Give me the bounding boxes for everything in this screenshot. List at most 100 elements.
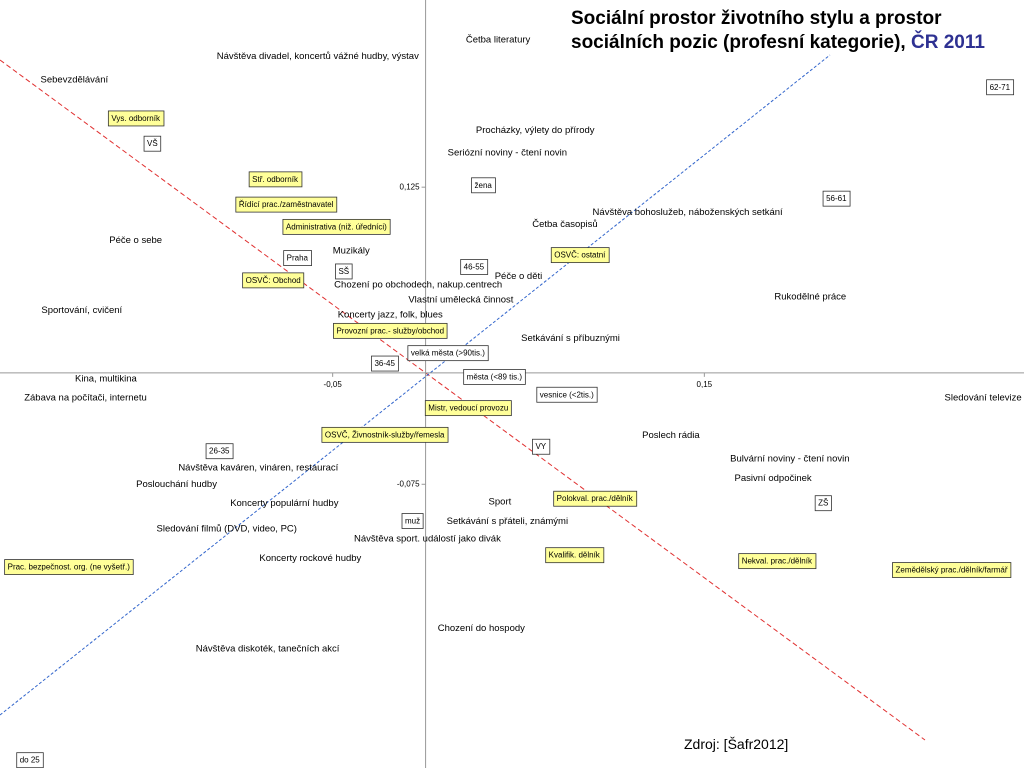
point-label: Koncerty populární hudby <box>230 498 339 509</box>
source: Zdroj: [Šafr2012] <box>684 736 789 752</box>
x-tick-label: -0,05 <box>324 380 343 389</box>
point-label: Poslouchání hudby <box>136 479 217 490</box>
point-box <box>371 355 399 372</box>
point-box <box>4 559 134 575</box>
point-label: Provozní prac.- služby/obchod <box>336 326 444 335</box>
point-label: Řídící prac./zaměstnavatel <box>239 200 334 209</box>
title-text: Sociální prostor životního stylu a prost… <box>571 8 942 53</box>
point-label: Vlastní umělecká činnost <box>408 295 513 306</box>
point-box <box>242 272 305 289</box>
point-label: Pasivní odpočinek <box>735 473 812 484</box>
point-label: Chození po obchodech, nakup.centrech <box>334 280 502 291</box>
point-label: vesnice (<2tis.) <box>540 390 594 399</box>
point-box <box>335 263 353 280</box>
point-label: Koncerty rockové hudby <box>259 553 361 564</box>
point-label: Sebevzdělávání <box>41 75 109 86</box>
point-label: žena <box>475 181 493 190</box>
point-label: 26-35 <box>209 447 230 456</box>
point-box <box>553 490 638 507</box>
point-label: Návštěva diskoték, tanečních akcí <box>196 644 340 655</box>
point-label: muž <box>405 517 420 526</box>
point-label: Prac. bezpečnost. org. (ne vyšetř.) <box>8 563 131 572</box>
x-tick-label: 0,15 <box>697 380 713 389</box>
point-label: Péče o sebe <box>109 235 162 246</box>
point-label: Praha <box>287 254 309 263</box>
point-label: Setkávání s přáteli, známými <box>447 516 568 527</box>
point-label: Mistr, vedoucí provozu <box>428 404 508 413</box>
point-label: města (<89 tis.) <box>467 372 523 381</box>
point-box <box>205 443 234 460</box>
point-box <box>892 562 1012 578</box>
point-label: Kvalifik. dělník <box>549 551 601 560</box>
point-label: Četba literatury <box>466 35 531 46</box>
point-box <box>738 553 817 570</box>
point-label: Vys. odborník <box>111 114 161 123</box>
point-label: Setkávání s příbuznými <box>521 333 620 344</box>
point-label: Polokval. prac./dělník <box>557 494 634 503</box>
point-label: Procházky, výlety do přírody <box>476 125 595 136</box>
point-label: Návštěva sport. událostí jako divák <box>354 534 501 545</box>
point-label: Nekval. prac./dělník <box>742 557 813 566</box>
point-box <box>822 190 851 207</box>
y-tick-label: -0,075 <box>397 479 420 488</box>
point-label: Četba časopisů <box>532 219 597 230</box>
point-label: ZŠ <box>818 499 828 508</box>
point-label: Zemědělský prac./dělník/farmář <box>895 566 1007 575</box>
point-label: 36-45 <box>374 359 395 368</box>
point-label: Bulvární noviny - čtení novin <box>730 454 849 465</box>
point-label: do 25 <box>20 756 41 765</box>
point-box <box>321 426 449 443</box>
point-label: SŠ <box>338 267 349 276</box>
point-label: VŠ <box>147 139 158 148</box>
point-label: Muzikály <box>333 246 370 257</box>
point-box <box>545 547 605 564</box>
point-label: 62-71 <box>990 83 1011 92</box>
point-box <box>107 110 165 127</box>
point-label: Sledování televize <box>945 393 1022 404</box>
point-label: OSVČ: ostatní <box>554 251 606 260</box>
point-label: Poslech rádia <box>642 430 700 441</box>
point-label: 56-61 <box>826 194 847 203</box>
point-box <box>401 513 424 529</box>
point-label: Sportování, cvičení <box>41 305 122 316</box>
point-label: velká města (>90tis.) <box>411 349 485 358</box>
point-label: Stř. odborník <box>252 175 299 184</box>
point-box <box>986 79 1015 96</box>
point-box <box>333 322 448 339</box>
y-tick-label: 0,125 <box>400 182 421 191</box>
point-box <box>248 171 303 188</box>
point-label: Administrativa (niž. úředníci) <box>286 222 387 231</box>
point-box <box>407 345 489 362</box>
trend-line <box>0 59 926 741</box>
point-box <box>143 135 162 152</box>
point-box <box>283 250 312 266</box>
point-box <box>536 386 598 403</box>
point-label: OSVČ, Živnostník-služby/řemesla <box>325 430 445 439</box>
point-label: Zábava na počítači, internetu <box>24 393 147 404</box>
point-label: Péče o děti <box>495 271 543 282</box>
point-box <box>471 177 496 194</box>
chart-title: Sociální prostor životního stylu a prost… <box>571 7 1011 55</box>
point-label: Rukodělné práce <box>774 292 846 303</box>
point-label: Sledování filmů (DVD, video, PC) <box>157 523 297 534</box>
point-label: VY <box>535 442 546 451</box>
point-box <box>814 495 832 512</box>
point-box <box>460 259 489 275</box>
point-label: OSVČ: Obchod <box>246 276 301 285</box>
point-label: Chození do hospody <box>438 623 525 634</box>
point-box <box>424 400 512 417</box>
point-label: Kina, multikina <box>75 373 137 384</box>
point-box <box>463 369 526 385</box>
point-label: Návštěva kaváren, vináren, restaurací <box>178 462 338 473</box>
trend-line <box>0 54 831 716</box>
point-label: Sport <box>489 497 512 508</box>
point-box <box>550 247 610 264</box>
point-label: Návštěva bohoslužeb, náboženských setkán… <box>593 207 783 218</box>
point-label: 46-55 <box>464 262 485 271</box>
point-box <box>235 196 338 213</box>
title-highlight: ČR 2011 <box>910 32 985 53</box>
point-box <box>532 438 551 455</box>
point-label: Seriózní noviny - čtení novin <box>448 148 567 159</box>
